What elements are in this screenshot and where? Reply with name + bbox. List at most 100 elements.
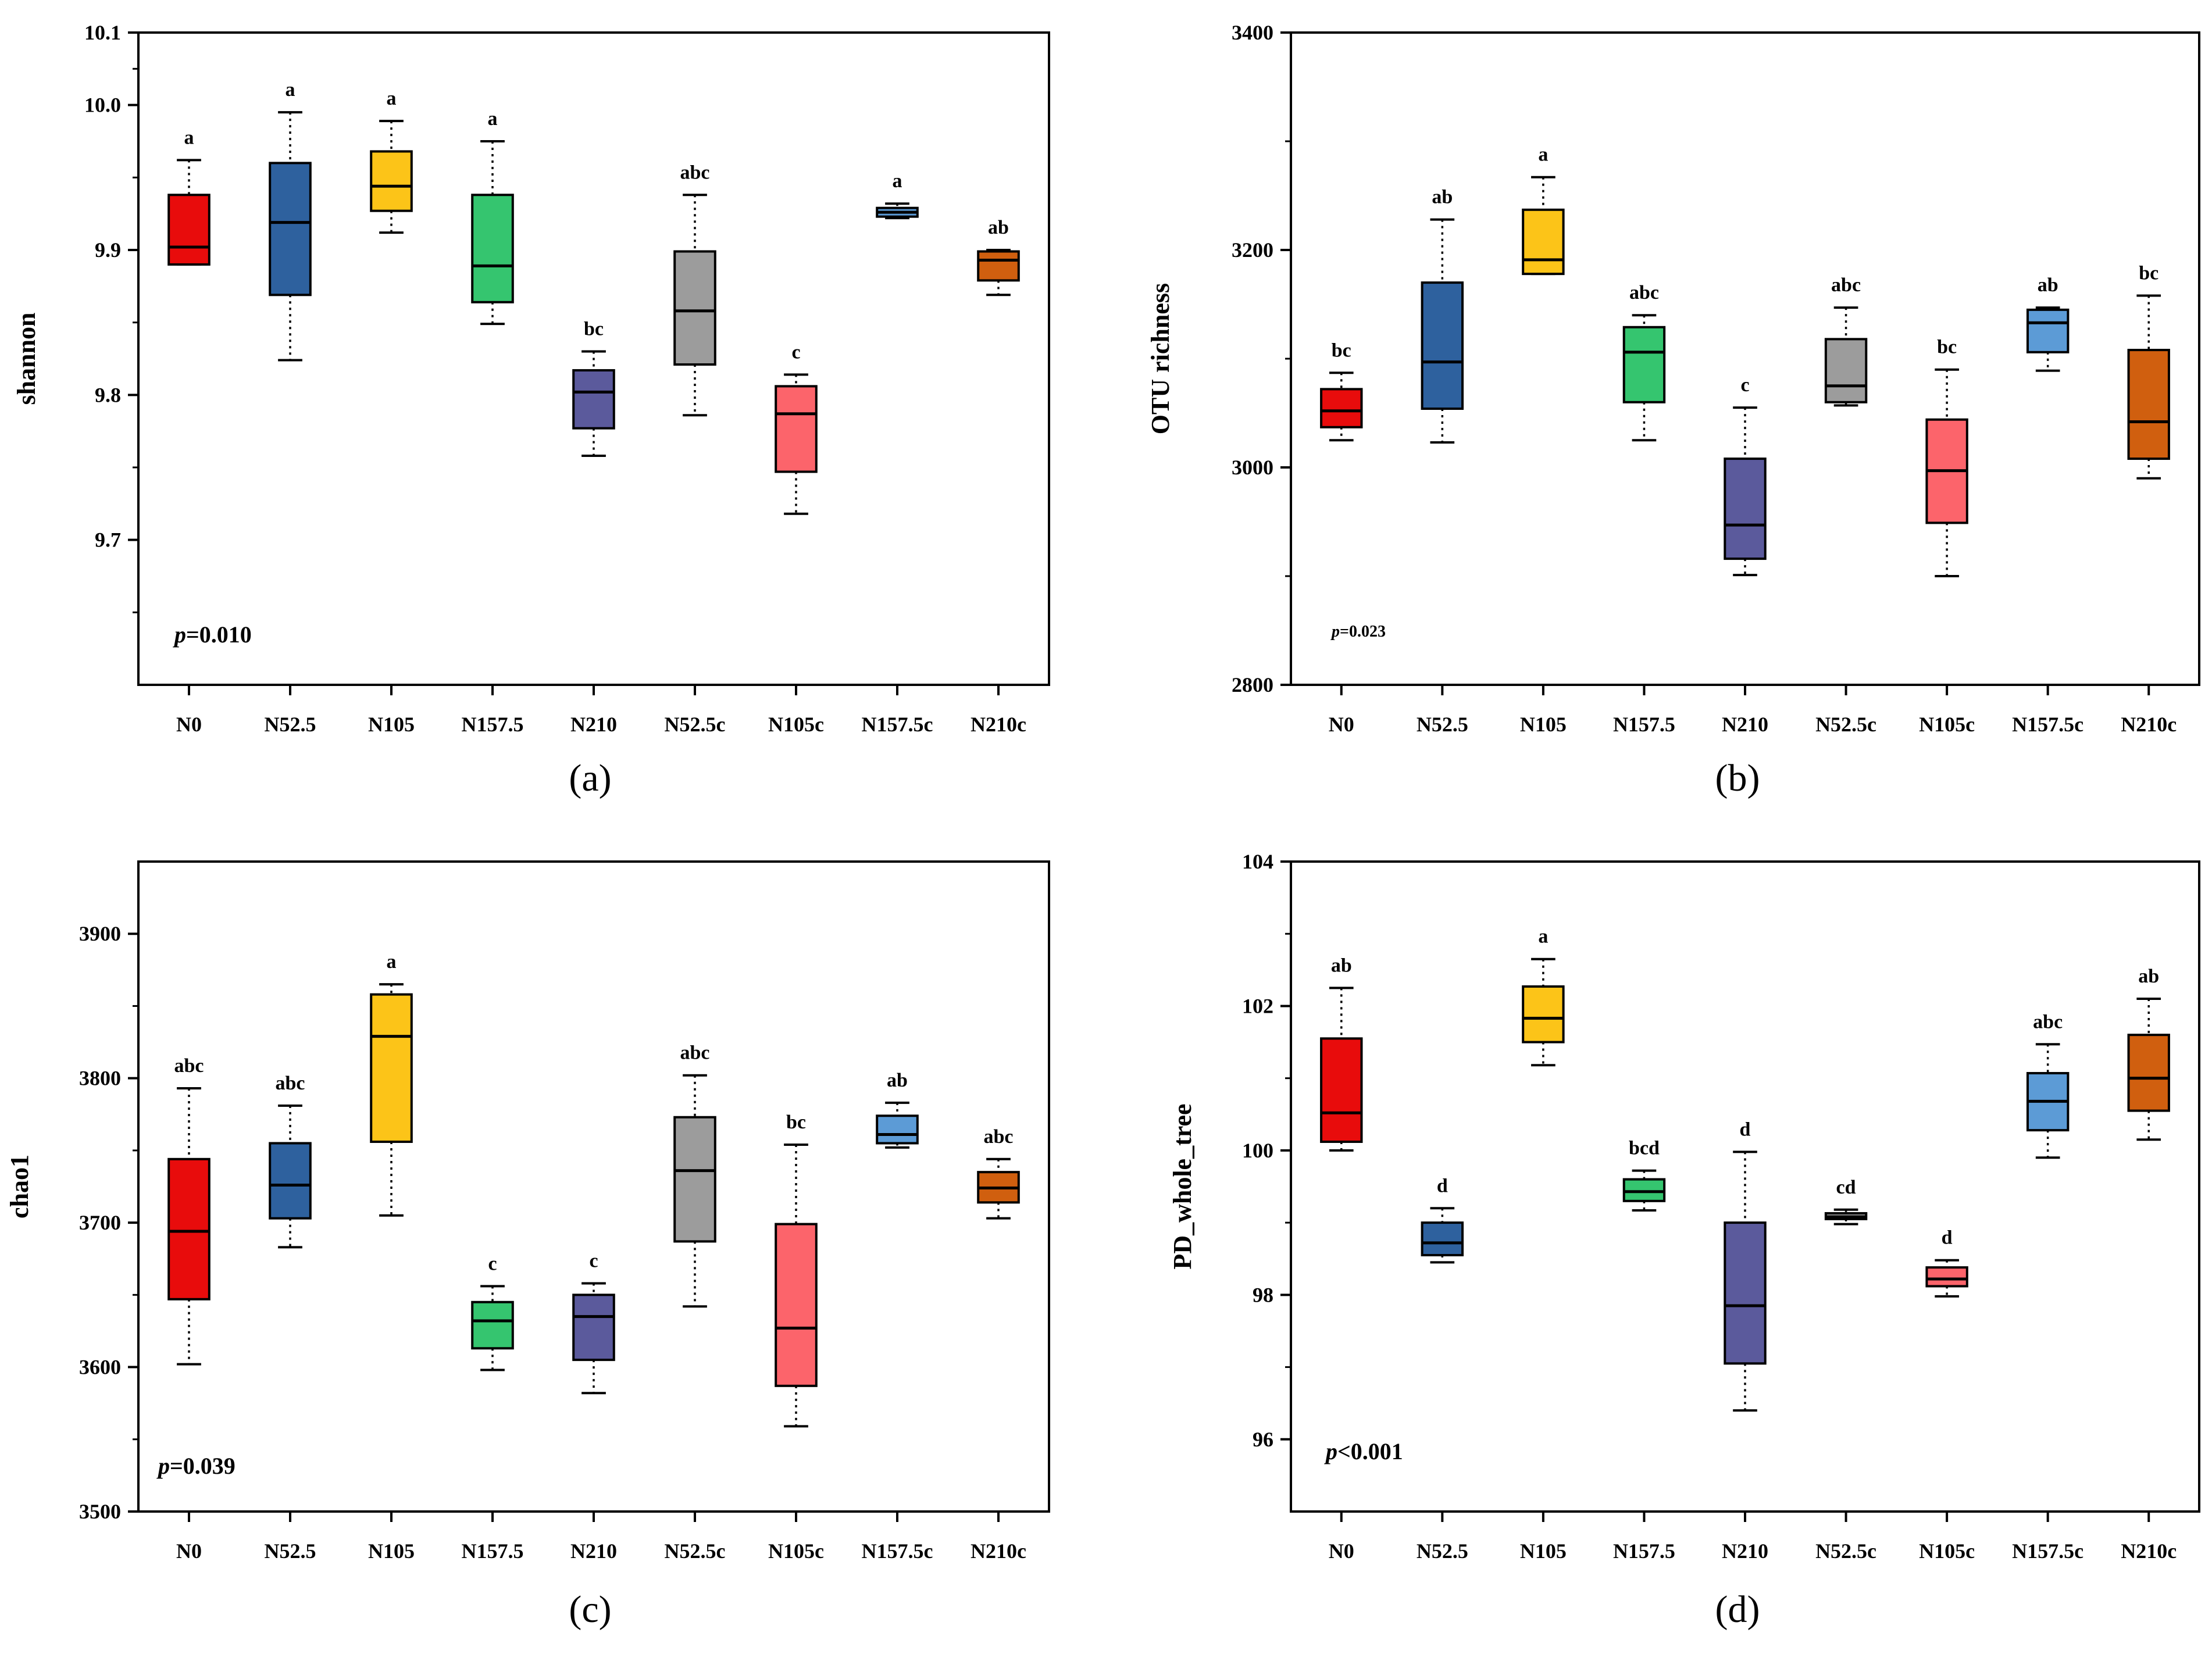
y-tick-label: 3400 — [1232, 21, 1273, 44]
p-value-text: <0.001 — [1337, 1438, 1403, 1464]
box-N52.5: d — [1421, 1175, 1464, 1264]
iqr-box — [269, 1142, 312, 1220]
significance-letter: abc — [1831, 274, 1861, 296]
significance-letter: ab — [1432, 187, 1453, 208]
x-tick-label: N52.5c — [665, 713, 726, 736]
significance-letter: c — [488, 1253, 497, 1274]
iqr-box — [876, 1114, 919, 1145]
iqr-box — [2127, 1034, 2170, 1112]
y-tick-label: 3900 — [79, 922, 121, 945]
iqr-box — [1724, 1221, 1767, 1365]
box-N105c: bc — [775, 1112, 818, 1428]
x-tick-label: N210c — [2121, 713, 2177, 736]
box-N52.5c: abc — [673, 1042, 716, 1308]
significance-letter: abc — [680, 1042, 710, 1064]
y-tick-label: 98 — [1253, 1283, 1273, 1306]
y-tick-label: 102 — [1242, 994, 1273, 1017]
box-N52.5: ab — [1421, 187, 1464, 444]
iqr-box — [471, 194, 514, 303]
x-tick-label: N210 — [1722, 1539, 1768, 1563]
box-N157.5c: ab — [876, 1070, 919, 1149]
iqr-box — [1824, 338, 1868, 403]
significance-letter: d — [1942, 1227, 1953, 1249]
x-tick-label: N157.5c — [2012, 1539, 2083, 1563]
iqr-box — [370, 993, 413, 1143]
box-N157.5c: ab — [2026, 274, 2070, 372]
box-N105c: bc — [1925, 337, 1968, 577]
box-N105: a — [370, 951, 413, 1217]
box-N157.5: c — [471, 1253, 514, 1371]
box-N210c: bc — [2127, 263, 2170, 480]
significance-letter: abc — [984, 1126, 1014, 1148]
p-value: p<0.001 — [1324, 1438, 1403, 1464]
y-tick-label: 104 — [1242, 850, 1273, 873]
iqr-box — [370, 150, 413, 212]
iqr-box — [977, 250, 1020, 282]
y-tick-label: 9.8 — [95, 383, 121, 406]
panel-label: (c) — [569, 1588, 611, 1631]
y-tick-label: 9.7 — [95, 528, 121, 552]
y-tick-label: 3500 — [79, 1500, 121, 1523]
x-tick-label: N0 — [176, 713, 202, 736]
box-N52.5c: cd — [1824, 1177, 1868, 1225]
x-tick-label: N52.5 — [265, 1539, 316, 1563]
p-value-text: =0.010 — [186, 621, 252, 648]
iqr-box — [1421, 1221, 1464, 1257]
significance-letter: abc — [2033, 1011, 2063, 1032]
iqr-box — [775, 385, 818, 473]
iqr-box — [673, 250, 716, 366]
y-axis-title: PD_whole_tree — [1168, 1103, 1197, 1269]
panel-label: (a) — [569, 757, 611, 799]
significance-letter: ab — [2038, 274, 2058, 296]
box-N52.5c: abc — [1824, 274, 1868, 407]
x-tick-label: N52.5c — [665, 1539, 726, 1563]
chart-panel: 9.7 9.8 9.9 10.0 10.1 shannon N0 N52.5 N105 N157.… — [12, 21, 1050, 799]
significance-letter: ab — [988, 217, 1009, 238]
iqr-box — [1522, 208, 1565, 276]
box-N157.5: bcd — [1622, 1138, 1666, 1212]
y-axis-title: shannon — [12, 312, 41, 405]
significance-letter: abc — [1629, 282, 1659, 303]
significance-letter: a — [893, 170, 902, 192]
box-N105: a — [1522, 144, 1565, 276]
box-N210c: abc — [977, 1126, 1020, 1220]
significance-letter: a — [488, 108, 498, 130]
x-tick-label: N52.5 — [1417, 713, 1468, 736]
box-N0: a — [167, 127, 211, 266]
x-tick-label: N210 — [570, 713, 617, 736]
box-N105: a — [1522, 926, 1565, 1067]
p-value-symbol: p — [156, 1453, 170, 1479]
x-tick-label: N105c — [768, 713, 824, 736]
box-N210: c — [1724, 374, 1767, 577]
iqr-box — [471, 1300, 514, 1350]
x-tick-label: N0 — [1329, 713, 1354, 736]
x-tick-label: N0 — [1329, 1539, 1354, 1563]
x-tick-label: N210 — [1722, 713, 1768, 736]
significance-letter: bc — [2139, 263, 2159, 284]
y-axis-title: OTU richness — [1146, 283, 1175, 434]
significance-letter: a — [387, 88, 397, 109]
p-value-symbol: p — [1324, 1438, 1337, 1464]
p-value-text: =0.039 — [170, 1453, 236, 1479]
box-N157.5: a — [471, 108, 514, 326]
iqr-box — [1320, 388, 1363, 428]
x-tick-label: N105c — [1919, 713, 1975, 736]
box-N105c: c — [775, 341, 818, 515]
y-tick-label: 3200 — [1232, 238, 1273, 262]
iqr-box — [2026, 308, 2070, 353]
y-tick-label: 9.9 — [95, 238, 121, 262]
panel-label: (d) — [1715, 1588, 1760, 1631]
significance-letter: abc — [680, 162, 710, 183]
p-value: p=0.023 — [1330, 623, 1386, 641]
box-N210: c — [572, 1250, 615, 1395]
significance-letter: c — [791, 341, 800, 363]
significance-letter: ab — [1331, 955, 1352, 976]
x-tick-label: N210c — [971, 713, 1026, 736]
box-N210c: ab — [977, 217, 1020, 296]
y-tick-label: 100 — [1242, 1139, 1273, 1162]
panel-label: (b) — [1715, 757, 1760, 799]
y-tick-label: 10.0 — [84, 94, 121, 117]
box-N157.5c: a — [876, 170, 919, 220]
iqr-box — [775, 1223, 818, 1387]
